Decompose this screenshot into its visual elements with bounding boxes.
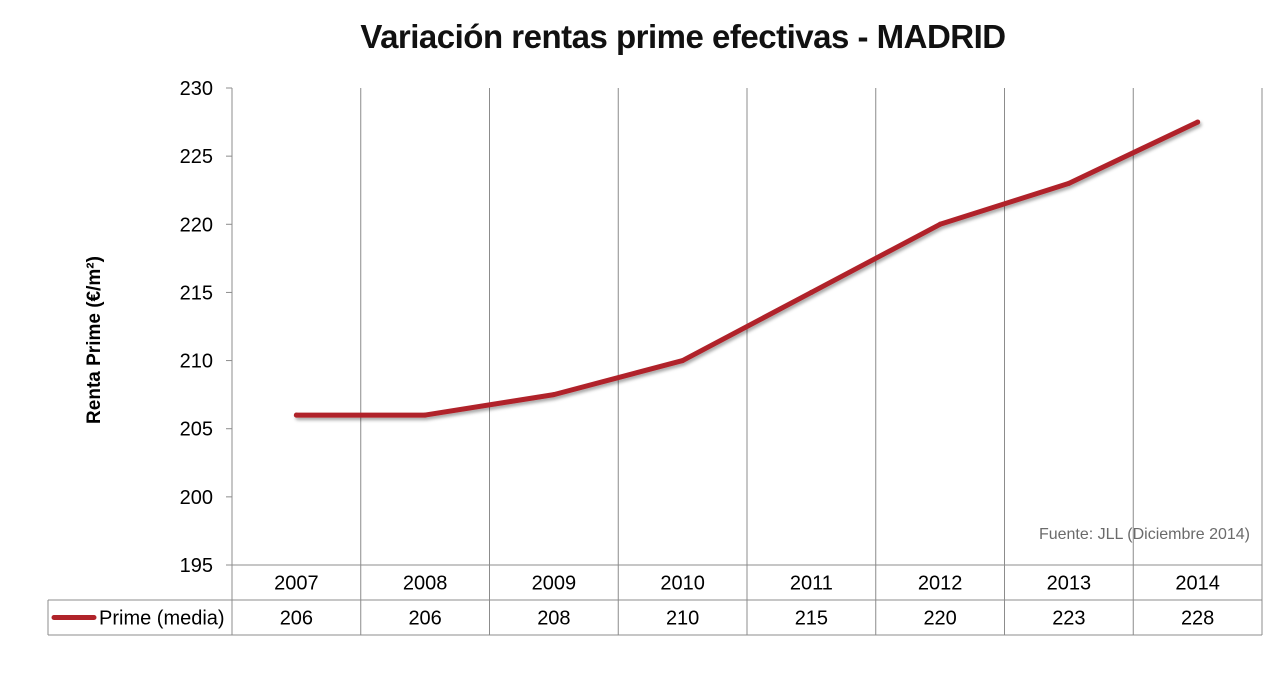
legend-label: Prime (media) <box>99 608 225 630</box>
data-point <box>1066 180 1072 186</box>
data-table-cell: 206 <box>280 608 313 630</box>
data-point <box>422 412 428 418</box>
x-tick-label: 2009 <box>532 573 577 595</box>
y-tick-label: 230 <box>180 78 213 100</box>
y-tick-label: 220 <box>180 214 213 236</box>
x-tick-label: 2007 <box>274 573 319 595</box>
x-tick-label: 2011 <box>790 573 833 595</box>
data-point <box>937 221 943 227</box>
chart-title: Variación rentas prime efectivas - MADRI… <box>360 18 1006 55</box>
data-point <box>680 358 686 364</box>
data-table-cell: 208 <box>537 608 570 630</box>
y-tick-label: 205 <box>180 419 213 441</box>
x-tick-label: 2012 <box>918 573 963 595</box>
y-tick-label: 210 <box>180 351 213 373</box>
y-tick-label: 215 <box>180 282 213 304</box>
data-point <box>293 412 299 418</box>
data-table-cell: 223 <box>1052 608 1085 630</box>
data-table-cell: 206 <box>408 608 441 630</box>
x-tick-label: 2010 <box>660 573 705 595</box>
data-table-cell: 215 <box>795 608 828 630</box>
y-axis-ticks: 195 200 205 210 215 220 225 230 <box>180 78 232 577</box>
y-tick-label: 225 <box>180 146 213 168</box>
data-point <box>1195 119 1201 125</box>
x-tick-label: 2013 <box>1047 573 1092 595</box>
data-point <box>808 289 814 295</box>
data-table-cell: 220 <box>923 608 956 630</box>
x-tick-label: 2008 <box>403 573 448 595</box>
series-line-prime-media <box>293 119 1201 418</box>
y-tick-label: 195 <box>180 555 213 577</box>
x-tick-label: 2014 <box>1175 573 1220 595</box>
data-point <box>551 392 557 398</box>
source-annotation: Fuente: JLL (Diciembre 2014) <box>1038 526 1250 543</box>
y-tick-label: 200 <box>180 487 213 509</box>
data-table-cell: 210 <box>666 608 699 630</box>
data-table-cell: 228 <box>1181 608 1214 630</box>
series-layer <box>293 119 1201 418</box>
data-table: 2007 2008 2009 2010 2011 2012 2013 2014 Prime (m… <box>47 564 1262 636</box>
grid-layer <box>231 88 1263 635</box>
